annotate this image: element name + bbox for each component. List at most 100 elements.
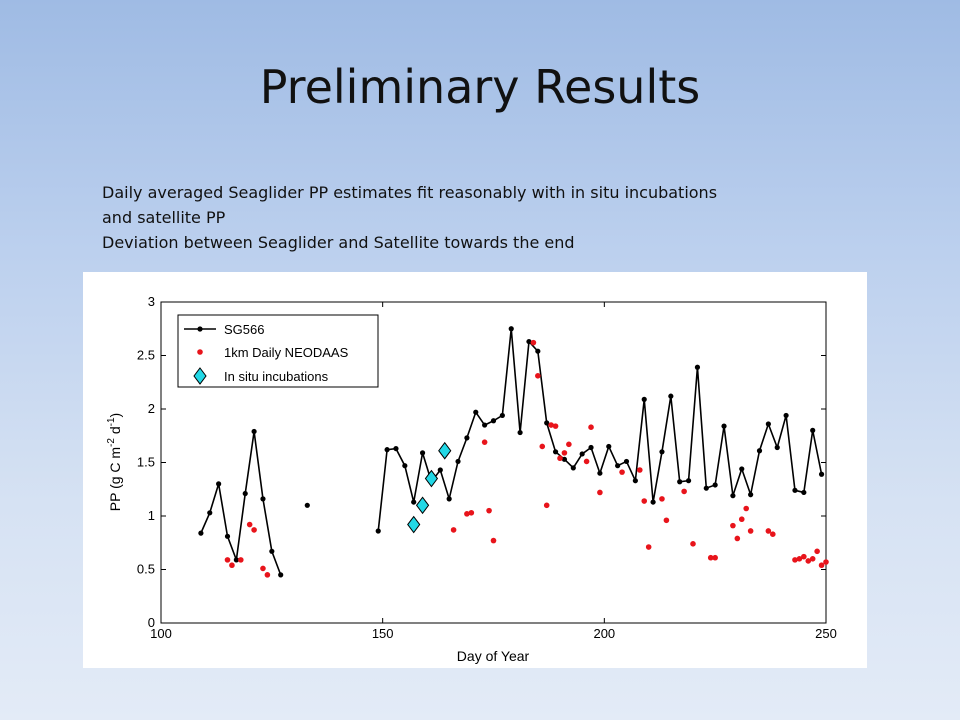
y-tick-label: 2.5: [137, 348, 155, 363]
sg566-point: [597, 470, 603, 476]
sg566-point: [544, 420, 550, 426]
sg566-point: [517, 429, 523, 436]
sg566-point: [615, 463, 621, 469]
sg566-point: [535, 348, 541, 354]
neodaas-point: [707, 554, 714, 561]
x-tick-label: 100: [150, 626, 172, 641]
neodaas-point: [792, 557, 798, 563]
sg566-point: [304, 502, 310, 508]
insitu-diamond: [424, 469, 439, 488]
bullet-line-3: Deviation between Seaglider and Satellit…: [102, 233, 575, 252]
x-axis-label: Day of Year: [457, 648, 530, 664]
neodaas-point: [543, 502, 550, 509]
neodaas-point: [801, 553, 807, 560]
bullet-list: Daily averaged Seaglider PP estimates fi…: [102, 180, 882, 255]
insitu-diamond: [438, 441, 452, 460]
sg566-point: [198, 530, 204, 536]
neodaas-point: [730, 522, 736, 529]
legend: SG566 1km Daily NEODAAS In situ incubati…: [177, 314, 379, 388]
neodaas-point: [734, 535, 741, 542]
legend-sg566-dot: [197, 326, 203, 332]
neodaas-point: [743, 505, 749, 512]
sg566-point: [455, 458, 461, 465]
neodaas-point: [637, 467, 643, 473]
neodaas-point: [765, 528, 772, 534]
sg566-point: [393, 445, 399, 452]
sg566-point: [668, 393, 674, 399]
sg566-point: [508, 326, 514, 332]
sg566-point: [499, 412, 505, 419]
x-tick-label: 250: [815, 626, 837, 641]
neodaas-point: [566, 441, 572, 448]
sg566-point: [251, 428, 257, 435]
neodaas-point: [770, 531, 776, 537]
sg566-point: [473, 409, 479, 415]
neodaas-point: [809, 556, 816, 562]
neodaas-point: [659, 496, 665, 502]
sg566-point: [721, 423, 727, 429]
legend-sg566-label: SG566: [224, 322, 264, 337]
sg566-point: [659, 449, 665, 455]
y-label-sup-2: -1: [106, 417, 117, 426]
sg566-point: [694, 364, 701, 370]
bullet-line-2: and satellite PP: [102, 208, 226, 227]
sg566-point: [606, 443, 612, 450]
x-tick-label: 200: [593, 626, 615, 641]
sg566-point: [774, 444, 780, 451]
neodaas-point: [548, 422, 554, 428]
neodaas-point: [224, 557, 231, 563]
sg566-point: [685, 478, 692, 484]
sg566-point: [446, 496, 452, 502]
y-label-sup-1: -2: [106, 438, 117, 447]
chart-panel: 100 150 200 250 0 0.5 1 1.5 2 2.5 3 Day of Year PP…: [83, 272, 867, 668]
neodaas-point: [229, 562, 235, 569]
sg566-point: [278, 572, 284, 578]
neodaas-point: [818, 562, 825, 569]
sg566-point: [712, 482, 718, 488]
sg566-point: [242, 490, 248, 497]
neodaas-point: [450, 527, 457, 533]
neodaas-point: [251, 527, 257, 533]
sg566-point: [783, 412, 789, 419]
sg566-point: [552, 449, 559, 455]
sg566-point: [792, 487, 798, 493]
legend-insitu-label: In situ incubations: [224, 369, 329, 384]
sg566-line: [200, 431, 282, 576]
neodaas-point: [561, 450, 568, 456]
legend-neodaas-label: 1km Daily NEODAAS: [224, 345, 349, 360]
neodaas-point: [490, 537, 497, 544]
sg566-point: [632, 478, 638, 484]
neodaas-point: [260, 565, 266, 572]
neodaas-point: [712, 554, 718, 561]
neodaas-point: [796, 556, 803, 562]
sg566-point: [490, 418, 497, 424]
y-tick-label: 3: [148, 294, 155, 309]
neodaas-point: [588, 424, 594, 430]
x-tick-label: 150: [372, 626, 394, 641]
y-tick-label: 1: [148, 508, 155, 523]
legend-neodaas-dot: [197, 349, 203, 355]
legend-box: [177, 314, 379, 388]
insitu-diamond: [407, 515, 421, 534]
sg566-point: [703, 485, 709, 491]
sg566-point: [650, 499, 656, 505]
legend-insitu-diamond: [193, 367, 207, 385]
neodaas-point: [264, 572, 271, 578]
bullet-line-1: Daily averaged Seaglider PP estimates fi…: [102, 183, 718, 202]
neodaas-point: [557, 455, 563, 462]
neodaas-point: [747, 528, 754, 534]
sg566-point: [411, 499, 417, 505]
page-title: Preliminary Results: [259, 60, 701, 114]
sg566-point: [402, 463, 408, 469]
insitu-diamond: [415, 496, 430, 515]
sg566-point: [748, 492, 754, 498]
sg566-point: [801, 489, 807, 496]
sg566-point: [570, 465, 576, 471]
sg566-point: [269, 548, 275, 554]
axis-ticks: 100 150 200 250 0 0.5 1 1.5 2 2.5 3: [137, 294, 837, 641]
neodaas-point: [641, 498, 648, 504]
sg566-point: [561, 456, 568, 462]
neodaas-point: [246, 521, 253, 528]
neodaas-point: [238, 557, 244, 563]
sg566-point: [384, 447, 390, 453]
